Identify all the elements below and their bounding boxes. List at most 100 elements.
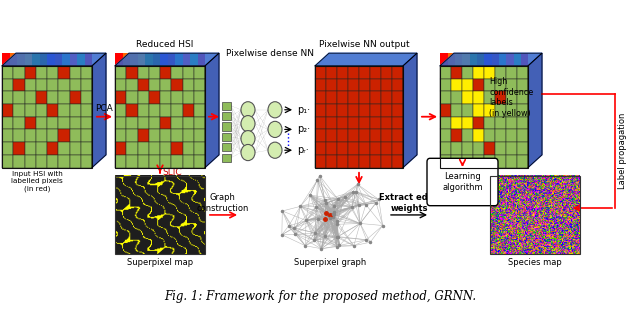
Bar <box>182 129 194 142</box>
Bar <box>326 129 337 142</box>
Bar <box>182 155 194 168</box>
Bar <box>38 53 39 66</box>
Bar <box>44 53 45 60</box>
Circle shape <box>268 102 282 118</box>
Bar <box>61 53 62 57</box>
Bar <box>44 53 45 66</box>
Bar <box>473 104 484 117</box>
Bar <box>462 66 473 79</box>
Bar <box>50 53 51 59</box>
Bar <box>506 91 517 104</box>
Bar <box>89 53 90 54</box>
Bar <box>517 91 528 104</box>
Bar <box>516 53 517 66</box>
Bar <box>57 53 58 58</box>
Bar <box>471 53 472 66</box>
Bar <box>370 79 381 91</box>
Bar <box>47 66 58 79</box>
Bar <box>392 91 403 104</box>
Bar <box>72 53 73 66</box>
Bar <box>81 155 92 168</box>
Bar <box>23 53 24 63</box>
Bar <box>201 53 202 66</box>
Bar <box>473 53 474 66</box>
Bar <box>315 155 326 168</box>
Bar <box>370 142 381 155</box>
Bar <box>454 53 455 66</box>
Bar <box>451 66 462 79</box>
Bar <box>473 117 484 129</box>
Bar <box>49 53 50 59</box>
Bar <box>36 117 47 129</box>
Bar <box>451 117 462 129</box>
Bar <box>89 53 90 66</box>
Bar <box>70 104 81 117</box>
Bar <box>450 53 451 66</box>
Bar <box>115 142 126 155</box>
Bar <box>6 53 7 66</box>
Bar <box>460 53 461 66</box>
Bar <box>440 155 451 168</box>
Bar <box>172 91 182 104</box>
Bar <box>462 155 473 168</box>
Bar <box>31 53 32 66</box>
Text: Learning
algorithm: Learning algorithm <box>442 172 483 192</box>
Bar <box>512 53 513 66</box>
Bar <box>147 53 148 66</box>
Bar <box>18 53 19 64</box>
Bar <box>81 66 92 79</box>
Bar <box>127 53 128 66</box>
Bar <box>70 53 71 56</box>
Bar <box>443 53 444 66</box>
Bar <box>84 53 85 54</box>
Bar <box>503 53 504 66</box>
Bar <box>37 53 38 66</box>
Bar <box>194 66 205 79</box>
Bar <box>194 104 205 117</box>
Bar <box>173 53 174 66</box>
Bar <box>42 53 43 66</box>
Bar <box>34 53 35 61</box>
Bar <box>2 142 13 155</box>
Bar <box>169 53 170 66</box>
Bar <box>182 66 194 79</box>
Bar <box>46 53 47 60</box>
Bar <box>119 53 120 66</box>
Bar <box>123 53 124 66</box>
Bar <box>381 155 392 168</box>
Bar <box>25 53 26 63</box>
Bar <box>13 142 24 155</box>
Bar <box>203 53 204 66</box>
Bar <box>19 53 20 66</box>
Bar <box>58 53 59 66</box>
Bar <box>479 53 480 66</box>
Bar <box>495 155 506 168</box>
Bar <box>495 117 506 129</box>
Polygon shape <box>92 53 106 168</box>
Bar <box>34 53 35 66</box>
Bar <box>315 104 326 117</box>
Bar <box>488 53 489 66</box>
Bar <box>47 91 58 104</box>
Bar <box>84 53 85 66</box>
Bar <box>315 91 326 104</box>
Bar <box>160 117 172 129</box>
Circle shape <box>241 102 255 118</box>
Bar <box>122 53 123 66</box>
Bar <box>381 91 392 104</box>
Bar <box>523 53 524 66</box>
Bar <box>474 53 475 66</box>
Bar <box>457 53 458 66</box>
Bar <box>315 66 403 168</box>
Bar <box>24 117 36 129</box>
Bar <box>190 53 191 66</box>
Bar <box>197 53 198 66</box>
Bar <box>462 104 473 117</box>
Bar <box>518 53 519 66</box>
Bar <box>144 53 145 66</box>
Bar <box>527 53 528 66</box>
Bar <box>66 53 67 66</box>
Bar <box>517 155 528 168</box>
Bar <box>15 53 16 66</box>
Bar <box>517 117 528 129</box>
